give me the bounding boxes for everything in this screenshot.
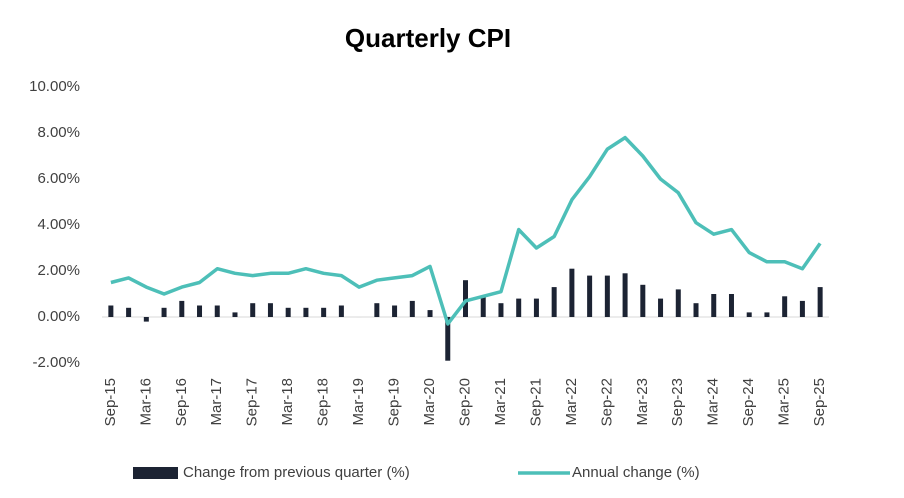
y-tick-label: 4.00% bbox=[37, 216, 80, 233]
x-tick-label: Mar-24 bbox=[705, 378, 722, 426]
bar bbox=[161, 307, 167, 317]
bar bbox=[764, 312, 770, 317]
bar bbox=[232, 312, 238, 317]
bar bbox=[516, 298, 522, 317]
x-tick-label: Mar-23 bbox=[634, 378, 651, 426]
x-tick-label: Mar-19 bbox=[350, 378, 367, 426]
x-tick-label: Mar-20 bbox=[421, 378, 438, 426]
bar bbox=[197, 305, 203, 317]
x-tick-label: Sep-21 bbox=[527, 378, 544, 426]
x-tick-label: Sep-20 bbox=[456, 378, 473, 426]
bar bbox=[214, 305, 220, 317]
bar bbox=[480, 296, 486, 317]
bar bbox=[392, 305, 398, 317]
bar bbox=[551, 287, 557, 317]
bar bbox=[338, 305, 344, 317]
x-tick-label: Sep-22 bbox=[598, 378, 615, 426]
x-tick-label: Mar-17 bbox=[208, 378, 225, 426]
x-tick-label: Sep-15 bbox=[102, 378, 119, 426]
x-tick-label: Sep-16 bbox=[173, 378, 190, 426]
x-tick-label: Mar-25 bbox=[776, 378, 793, 426]
bar bbox=[799, 300, 805, 317]
chart-title: Quarterly CPI bbox=[345, 23, 511, 53]
bar bbox=[303, 307, 309, 317]
bar bbox=[782, 296, 788, 317]
x-tick-label: Sep-18 bbox=[315, 378, 332, 426]
bar bbox=[285, 307, 291, 317]
bar bbox=[108, 305, 114, 317]
bar bbox=[675, 289, 681, 317]
bar bbox=[817, 287, 823, 317]
bar bbox=[693, 303, 699, 317]
bar bbox=[250, 303, 256, 317]
bar bbox=[640, 284, 646, 317]
y-tick-label: 6.00% bbox=[37, 170, 80, 187]
bar bbox=[126, 307, 132, 317]
x-tick-label: Mar-16 bbox=[137, 378, 154, 426]
bar bbox=[463, 280, 468, 317]
legend-label: Change from previous quarter (%) bbox=[183, 464, 410, 481]
bar bbox=[587, 275, 593, 317]
x-tick-label: Sep-24 bbox=[740, 378, 757, 426]
bar bbox=[427, 310, 433, 317]
bar bbox=[746, 312, 752, 317]
x-tick-label: Mar-18 bbox=[279, 378, 296, 426]
x-tick-label: Sep-19 bbox=[386, 378, 403, 426]
x-tick-label: Sep-25 bbox=[811, 378, 828, 426]
bar bbox=[374, 303, 380, 317]
bar bbox=[179, 300, 185, 317]
line bbox=[110, 135, 822, 326]
y-tick-label: 8.00% bbox=[37, 124, 80, 141]
bar bbox=[569, 268, 575, 317]
bar bbox=[622, 273, 628, 317]
bar bbox=[533, 298, 539, 317]
legend-label: Annual change (%) bbox=[572, 464, 700, 481]
bar bbox=[445, 317, 451, 361]
bar bbox=[711, 294, 717, 317]
y-tick-label: 10.00% bbox=[29, 78, 80, 95]
bar bbox=[658, 298, 664, 317]
bar bbox=[143, 317, 149, 322]
x-tick-label: Mar-21 bbox=[492, 378, 509, 426]
y-tick-label: 2.00% bbox=[37, 262, 80, 279]
x-tick-label: Mar-22 bbox=[563, 378, 580, 426]
x-tick-label: Sep-17 bbox=[244, 378, 261, 426]
y-tick-label: -2.00% bbox=[32, 354, 80, 371]
bar bbox=[498, 303, 504, 317]
bar bbox=[409, 300, 415, 317]
bar bbox=[267, 303, 273, 317]
legend-swatch bbox=[133, 467, 178, 479]
bar bbox=[728, 294, 734, 317]
bar bbox=[604, 275, 610, 317]
bar bbox=[321, 307, 327, 317]
y-tick-label: 0.00% bbox=[37, 308, 80, 325]
x-tick-label: Sep-23 bbox=[669, 378, 686, 426]
